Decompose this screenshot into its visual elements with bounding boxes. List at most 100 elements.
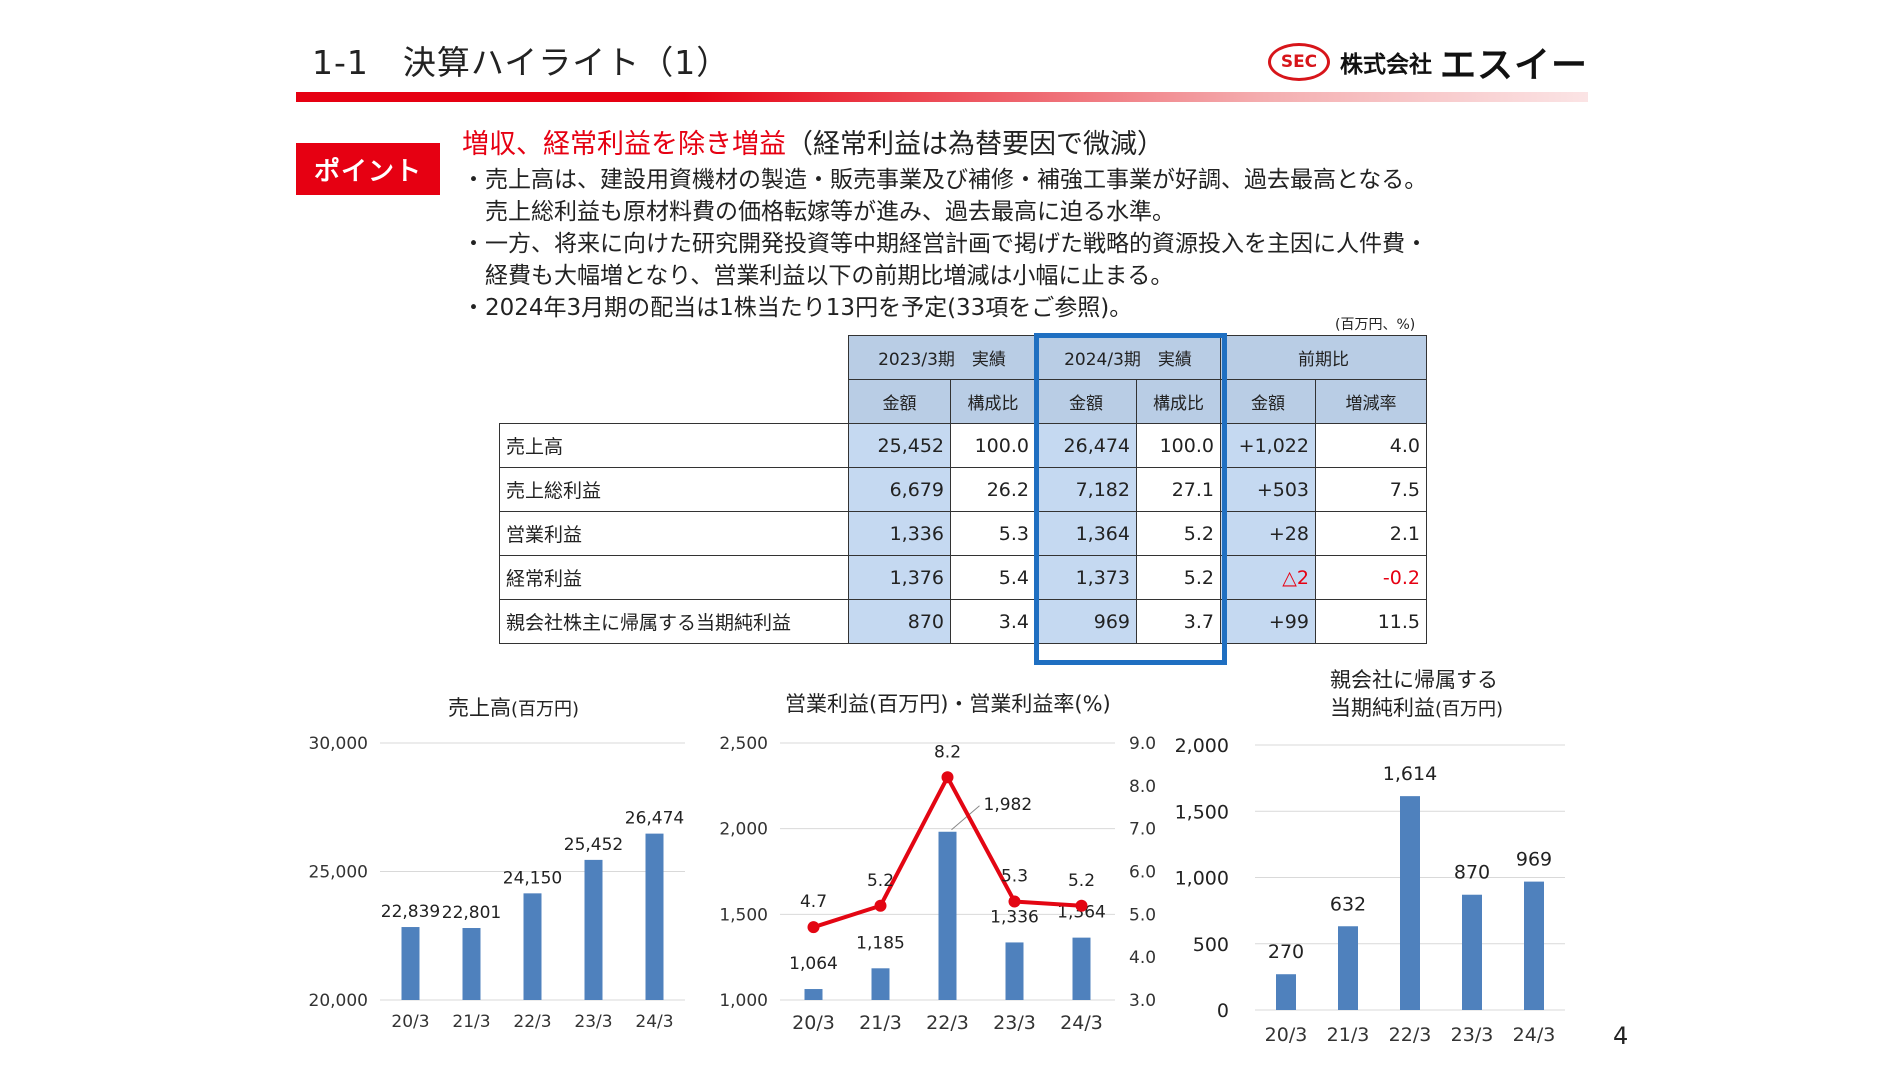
chart3-title-unit: (百万円) (1435, 699, 1504, 720)
margin-data-label: 4.7 (800, 892, 827, 912)
margin-data-label: 5.3 (1001, 866, 1028, 886)
margin-point (941, 771, 954, 784)
y2-tick-label: 3.0 (1129, 991, 1156, 1011)
y-tick-label: 0 (1217, 1000, 1229, 1022)
cell: 3.7 (1136, 599, 1221, 644)
x-tick-label: 24/3 (1513, 1024, 1556, 1046)
headline-note: （経常利益は為替要因で微減） (786, 129, 1164, 160)
bar (1276, 974, 1296, 1010)
y-tick-label: 1,500 (719, 905, 768, 925)
chart3-title-line1: 親会社に帰属する (1330, 668, 1498, 692)
bar (1338, 926, 1358, 1010)
cell: 4.0 (1315, 423, 1427, 468)
data-label: 969 (1516, 849, 1552, 871)
cell: 5.3 (950, 511, 1036, 556)
bar (871, 968, 890, 1000)
x-tick-label: 21/3 (1327, 1024, 1370, 1046)
cell: 25,452 (848, 423, 951, 468)
x-tick-label: 21/3 (859, 1012, 902, 1034)
headline-emphasis: 増収、経常利益を除き増益 (462, 129, 786, 160)
bar (401, 927, 420, 1000)
logo-company-type: 株式会社 (1340, 52, 1432, 78)
x-tick-label: 22/3 (926, 1012, 969, 1034)
bar (462, 928, 481, 1000)
data-label: 25,452 (564, 835, 623, 855)
cell: 11.5 (1315, 599, 1427, 644)
y-tick-label: 2,500 (719, 734, 768, 754)
page-number: 4 (1613, 1022, 1629, 1050)
table-row: 売上高 25,452 100.0 26,474 100.0 +1,022 4.0 (499, 423, 1427, 468)
y-tick-label: 1,500 (1175, 801, 1229, 823)
bar (584, 859, 603, 1000)
cell: △2 (1220, 555, 1316, 600)
subheader: 増減率 (1315, 379, 1427, 424)
label-leader-line (951, 805, 980, 831)
y2-tick-label: 8.0 (1129, 777, 1156, 797)
y-tick-label: 30,000 (309, 734, 368, 754)
bar (645, 833, 664, 1000)
bar (938, 831, 957, 1000)
margin-point (874, 899, 887, 912)
bullet-line: 経費も大幅増となり、営業利益以下の前期比増減は小幅に止まる。 (462, 263, 1174, 289)
bar-data-label: 1,064 (789, 954, 838, 974)
cell: +1,022 (1220, 423, 1316, 468)
x-tick-label: 23/3 (1451, 1024, 1494, 1046)
y2-tick-label: 6.0 (1129, 863, 1156, 883)
cell: 1,373 (1035, 555, 1137, 600)
table-row: 売上総利益 6,679 26.2 7,182 27.1 +503 7.5 (499, 467, 1427, 512)
y-tick-label: 1,000 (719, 991, 768, 1011)
logo-company-name: エスイー (1440, 45, 1589, 86)
cell: +99 (1220, 599, 1316, 644)
bar-data-label: 1,185 (856, 933, 905, 953)
cell: -0.2 (1315, 555, 1427, 600)
bar (1400, 796, 1420, 1010)
sales-bar-chart: 20,000 25,000 30,000 22,839 20/3 22,801 21/3 24… (309, 734, 685, 1032)
cell: 1,376 (848, 555, 951, 600)
net-income-bar-chart: 0 500 1,000 1,500 2,000 270 20/3 632 21/3 1,614 22… (1175, 735, 1565, 1046)
y2-tick-label: 4.0 (1129, 948, 1156, 968)
table-row: 親会社株主に帰属する当期純利益 870 3.4 969 3.7 +99 11.5 (499, 599, 1427, 644)
cell: 100.0 (950, 423, 1036, 468)
bullet-line: 売上総利益も原材料費の価格転嫁等が進み、過去最高に迫る水準。 (462, 199, 1175, 225)
chart1-title: 売上高(百万円) (448, 692, 579, 722)
table-row: 経常利益 1,376 5.4 1,373 5.2 △2 -0.2 (499, 555, 1427, 600)
chart3-title-line2: 当期純利益 (1330, 696, 1435, 720)
table-unit-note: (百万円、%) (1335, 317, 1416, 333)
operating-profit-combo-chart: 1,000 1,500 2,000 2,500 3.0 4.0 5.0 6.0 7.0 8.0 9.… (719, 734, 1156, 1034)
row-label: 経常利益 (499, 555, 849, 600)
bar (1005, 942, 1024, 1000)
y-tick-label: 2,000 (719, 820, 768, 840)
cell: 5.2 (1136, 511, 1221, 556)
cell: 27.1 (1136, 467, 1221, 512)
cell: 26.2 (950, 467, 1036, 512)
row-label: 営業利益 (499, 511, 849, 556)
x-tick-label: 22/3 (1389, 1024, 1432, 1046)
cell: 5.2 (1136, 555, 1221, 600)
cell: 100.0 (1136, 423, 1221, 468)
x-tick-label: 20/3 (792, 1012, 835, 1034)
header-gradient-bar (296, 92, 1588, 102)
y-tick-label: 1,000 (1175, 868, 1229, 890)
y2-tick-label: 7.0 (1129, 820, 1156, 840)
data-label: 632 (1330, 893, 1366, 915)
page-title: 1-1 決算ハイライト（1） (312, 43, 731, 82)
cell: 870 (848, 599, 951, 644)
data-label: 270 (1268, 941, 1304, 963)
y-tick-label: 20,000 (309, 991, 368, 1011)
sec-logo-mark: SEC (1268, 43, 1330, 81)
margin-data-label: 5.2 (1068, 871, 1095, 891)
y-tick-label: 500 (1193, 934, 1229, 956)
cell: 3.4 (950, 599, 1036, 644)
subheader: 金額 (848, 379, 951, 424)
y-tick-label: 2,000 (1175, 735, 1229, 757)
bar (1524, 881, 1544, 1010)
financial-results-table: 2023/3期 実績 2024/3期 実績 前期比 金額 構成比 金額 構成比 … (499, 335, 1427, 644)
cell: 5.4 (950, 555, 1036, 600)
cell: 26,474 (1035, 423, 1137, 468)
margin-point (807, 921, 820, 934)
chart3-title: 親会社に帰属する 当期純利益(百万円) (1330, 666, 1503, 724)
bar (804, 989, 823, 1000)
group-header-yoy: 前期比 (1220, 335, 1427, 380)
bar (1462, 894, 1482, 1010)
y2-tick-label: 5.0 (1129, 905, 1156, 925)
